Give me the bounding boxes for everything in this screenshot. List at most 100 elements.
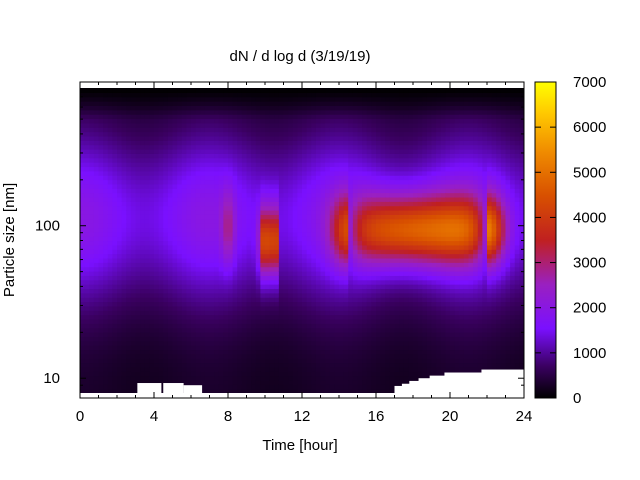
- heatmap-cell: [334, 192, 340, 198]
- heatmap-cell: [154, 88, 160, 93]
- heatmap-cell: [154, 105, 160, 111]
- heatmap-cell: [241, 214, 248, 220]
- heatmap-cell: [126, 336, 132, 342]
- heatmap-cell: [376, 140, 382, 146]
- heatmap-cell: [306, 327, 312, 333]
- heatmap-cell: [265, 310, 271, 316]
- heatmap-cell: [274, 253, 280, 259]
- heatmap-cell: [329, 353, 335, 359]
- heatmap-cell: [376, 297, 382, 303]
- heatmap-cell: [163, 175, 169, 181]
- heatmap-cell: [117, 149, 123, 154]
- heatmap-cell: [223, 149, 229, 154]
- heatmap-cell: [265, 349, 271, 355]
- heatmap-cell: [228, 179, 234, 185]
- heatmap-cell: [376, 179, 382, 185]
- heatmap-cell: [251, 92, 257, 98]
- heatmap-cell: [241, 310, 248, 316]
- heatmap-cell: [144, 144, 150, 150]
- heatmap-cell: [167, 301, 174, 307]
- heatmap-cell: [362, 310, 368, 316]
- heatmap-cell: [140, 131, 146, 137]
- heatmap-cell: [389, 114, 396, 120]
- heatmap-cell: [315, 362, 322, 368]
- heatmap-cell: [366, 249, 372, 255]
- heatmap-cell: [126, 205, 132, 211]
- heatmap-cell: [278, 214, 285, 220]
- heatmap-cell: [325, 388, 331, 393]
- heatmap-cell: [403, 275, 409, 281]
- heatmap-cell: [204, 388, 211, 393]
- heatmap-cell: [107, 353, 113, 359]
- heatmap-cell: [93, 210, 100, 215]
- heatmap-cell: [223, 271, 229, 276]
- heatmap-cell: [186, 323, 192, 329]
- heatmap-cell: [311, 297, 317, 303]
- heatmap-cell: [84, 157, 90, 163]
- heatmap-cell: [223, 166, 229, 172]
- heatmap-cell: [265, 275, 271, 281]
- heatmap-cell: [329, 140, 335, 146]
- heatmap-cell: [186, 214, 192, 220]
- heatmap-cell: [292, 349, 298, 355]
- heatmap-cell: [399, 118, 405, 124]
- heatmap-cell: [149, 114, 155, 120]
- heatmap-cell: [251, 345, 257, 351]
- heatmap-cell: [209, 244, 215, 250]
- heatmap-cell: [302, 210, 308, 215]
- heatmap-cell: [366, 157, 372, 163]
- heatmap-cell: [140, 353, 146, 359]
- heatmap-cell: [200, 314, 206, 320]
- heatmap-cell: [154, 318, 160, 324]
- heatmap-cell: [140, 349, 146, 355]
- heatmap-cell: [84, 257, 90, 263]
- heatmap-cell: [260, 244, 266, 250]
- heatmap-cell: [399, 310, 405, 316]
- heatmap-cell: [135, 131, 141, 137]
- heatmap-cell: [283, 279, 289, 285]
- heatmap-cell: [181, 297, 187, 303]
- heatmap-cell: [80, 301, 86, 307]
- heatmap-cell: [149, 227, 155, 233]
- heatmap-cell: [167, 157, 174, 163]
- heatmap-cell: [186, 284, 192, 290]
- heatmap-cell: [107, 196, 113, 202]
- heatmap-cell: [394, 210, 400, 215]
- heatmap-cell: [403, 371, 409, 377]
- heatmap-cell: [154, 379, 160, 385]
- heatmap-cell: [154, 257, 160, 263]
- heatmap-cell: [107, 253, 113, 259]
- heatmap-cell: [329, 101, 335, 107]
- heatmap-cell: [80, 332, 86, 337]
- heatmap-cell: [278, 310, 285, 316]
- heatmap-cell: [269, 153, 275, 159]
- heatmap-cell: [315, 140, 322, 146]
- heatmap-cell: [89, 188, 95, 194]
- heatmap-cell: [126, 118, 132, 124]
- heatmap-cell: [274, 362, 280, 368]
- heatmap-cell: [158, 271, 164, 276]
- heatmap-cell: [334, 96, 340, 102]
- heatmap-cell: [380, 275, 386, 281]
- heatmap-cell: [385, 384, 391, 390]
- heatmap-cell: [214, 249, 220, 255]
- heatmap-cell: [80, 135, 86, 141]
- heatmap-cell: [89, 345, 95, 351]
- heatmap-cell: [237, 144, 243, 150]
- heatmap-cell: [154, 340, 160, 346]
- heatmap-cell: [366, 236, 372, 242]
- heatmap-cell: [126, 327, 132, 333]
- heatmap-cell: [98, 253, 104, 259]
- heatmap-cell: [246, 249, 252, 255]
- heatmap-cell: [209, 157, 215, 163]
- heatmap-cell: [334, 275, 340, 281]
- heatmap-cell: [297, 301, 303, 307]
- heatmap-cell: [389, 223, 396, 229]
- heatmap-cell: [237, 323, 243, 329]
- heatmap-cell: [399, 257, 405, 263]
- heatmap-cell: [209, 196, 215, 202]
- heatmap-cell: [121, 253, 127, 259]
- heatmap-cell: [278, 384, 285, 390]
- heatmap-cell: [191, 127, 197, 133]
- heatmap-cell: [130, 323, 137, 329]
